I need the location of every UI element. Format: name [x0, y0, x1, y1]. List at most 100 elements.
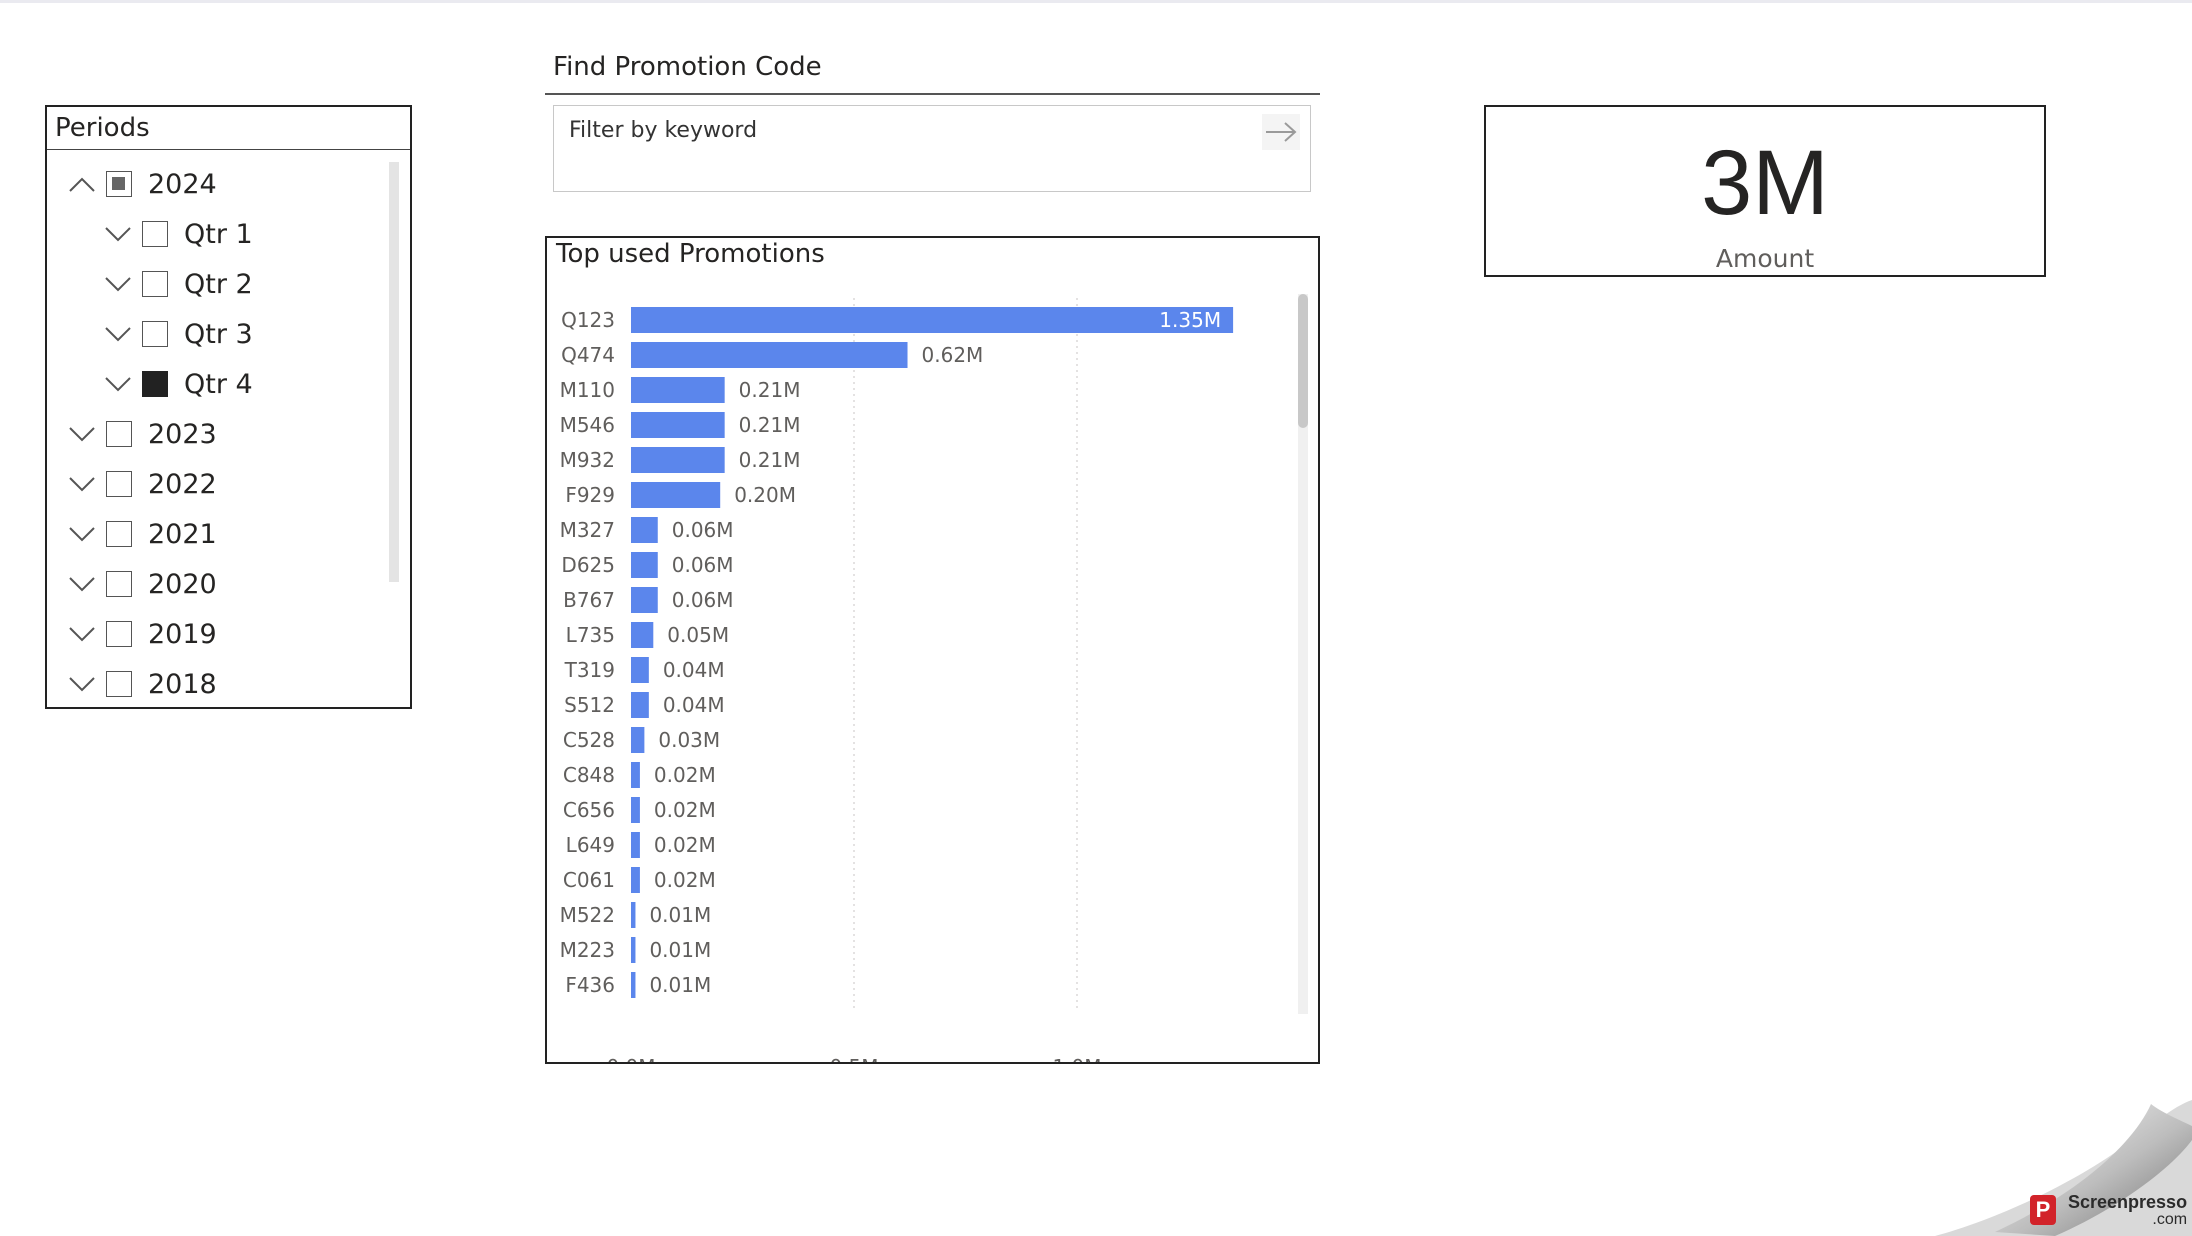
bar-q123[interactable] — [631, 307, 1234, 333]
bar-m327[interactable] — [631, 517, 658, 543]
y-category-label: Q123 — [561, 308, 615, 332]
bar-c061[interactable] — [631, 867, 640, 893]
bar-c528[interactable] — [631, 727, 645, 753]
data-label: 0.02M — [654, 763, 716, 787]
slicer-item-qtr-2[interactable]: Qtr 2 — [102, 259, 253, 309]
slicer-item-label: 2019 — [148, 618, 217, 650]
slicer-item-2018[interactable]: 2018 — [66, 659, 217, 709]
chevron-down-icon[interactable] — [66, 469, 98, 499]
bar-l735[interactable] — [631, 622, 654, 648]
watermark-text: Screenpresso .com — [2068, 1193, 2187, 1229]
bar-m546[interactable] — [631, 412, 725, 438]
chart-title: Top used Promotions — [556, 239, 825, 269]
bar-m110[interactable] — [631, 377, 725, 403]
search-input[interactable]: Filter by keyword — [553, 105, 1311, 192]
slicer-checkbox[interactable] — [106, 571, 132, 597]
amount-card: 3M Amount — [1484, 105, 2046, 277]
slicer-item-qtr-3[interactable]: Qtr 3 — [102, 309, 253, 359]
card-label: Amount — [1715, 244, 1815, 273]
bar-s512[interactable] — [631, 692, 649, 718]
bar-c656[interactable] — [631, 797, 640, 823]
slicer-checkbox[interactable] — [106, 471, 132, 497]
data-label: 0.02M — [654, 833, 716, 857]
chart-scrollbar-thumb[interactable] — [1298, 294, 1308, 428]
slicer-item-label: 2022 — [148, 468, 217, 500]
slicer-title: Periods — [55, 113, 150, 143]
chevron-down-icon[interactable] — [66, 619, 98, 649]
chevron-down-icon[interactable] — [102, 269, 134, 299]
slicer-item-qtr-1[interactable]: Qtr 1 — [102, 209, 253, 259]
bar-m522[interactable] — [631, 902, 636, 928]
slicer-scrollbar[interactable] — [389, 162, 399, 582]
search-title-underline — [545, 93, 1320, 95]
slicer-item-label: 2024 — [148, 168, 217, 200]
y-category-label: F436 — [565, 973, 615, 997]
top-promotions-chart: 0.0M 0.5M 1.0M Q123 1.35M Q474 0.62M M110 0.21M M… — [545, 236, 1320, 1064]
slicer-checkbox[interactable] — [106, 171, 132, 197]
data-label: 0.06M — [672, 553, 734, 577]
slicer-item-2019[interactable]: 2019 — [66, 609, 217, 659]
data-label: 0.02M — [654, 868, 716, 892]
data-label: 0.03M — [658, 728, 720, 752]
y-category-label: C061 — [563, 868, 615, 892]
data-label: 0.21M — [739, 448, 801, 472]
card-value: 3M — [1701, 132, 1829, 234]
slicer-checkbox[interactable] — [106, 621, 132, 647]
data-label: 0.21M — [739, 413, 801, 437]
slicer-item-2022[interactable]: 2022 — [66, 459, 217, 509]
data-label: 0.62M — [922, 343, 984, 367]
slicer-checkbox[interactable] — [142, 221, 168, 247]
slicer-item-2021[interactable]: 2021 — [66, 509, 217, 559]
watermark-brand: Screenpresso — [2068, 1192, 2188, 1212]
chevron-down-icon[interactable] — [102, 319, 134, 349]
y-category-label: B767 — [563, 588, 615, 612]
slicer-header: Periods — [47, 107, 410, 150]
y-category-label: M522 — [560, 903, 615, 927]
y-category-label: L735 — [566, 623, 615, 647]
slicer-checkbox[interactable] — [106, 421, 132, 447]
chevron-down-icon[interactable] — [66, 519, 98, 549]
search-submit-button[interactable] — [1262, 114, 1300, 150]
bar-l649[interactable] — [631, 832, 640, 858]
data-label: 0.01M — [649, 903, 711, 927]
screenpresso-logo-icon: P — [2030, 1195, 2056, 1225]
bar-m932[interactable] — [631, 447, 725, 473]
bar-f436[interactable] — [631, 972, 636, 998]
data-label: 0.21M — [739, 378, 801, 402]
slicer-checkbox[interactable] — [142, 271, 168, 297]
page-curl-watermark — [1935, 1100, 2192, 1236]
data-label: 0.04M — [663, 658, 725, 682]
chevron-down-icon[interactable] — [66, 569, 98, 599]
chevron-down-icon[interactable] — [66, 669, 98, 699]
bar-t319[interactable] — [631, 657, 649, 683]
slicer-item-2020[interactable]: 2020 — [66, 559, 217, 609]
search-placeholder: Filter by keyword — [569, 118, 758, 143]
bar-c848[interactable] — [631, 762, 640, 788]
data-label: 0.02M — [654, 798, 716, 822]
slicer-item-qtr-4[interactable]: Qtr 4 — [102, 359, 253, 409]
bar-d625[interactable] — [631, 552, 658, 578]
bar-b767[interactable] — [631, 587, 658, 613]
y-category-label: M223 — [560, 938, 615, 962]
bar-m223[interactable] — [631, 937, 636, 963]
data-label: 0.05M — [667, 623, 729, 647]
bar-f929[interactable] — [631, 482, 721, 508]
data-label: 1.35M — [1159, 308, 1221, 332]
slicer-checkbox[interactable] — [142, 371, 168, 397]
slicer-item-2024[interactable]: 2024 — [66, 159, 217, 209]
chevron-down-icon[interactable] — [102, 369, 134, 399]
bar-q474[interactable] — [631, 342, 908, 368]
slicer-checkbox[interactable] — [106, 671, 132, 697]
slicer-item-label: 2018 — [148, 668, 217, 700]
data-label: 0.20M — [734, 483, 796, 507]
chevron-down-icon[interactable] — [66, 419, 98, 449]
data-label: 0.04M — [663, 693, 725, 717]
chevron-down-icon[interactable] — [102, 219, 134, 249]
slicer-item-label: 2021 — [148, 518, 217, 550]
slicer-checkbox[interactable] — [142, 321, 168, 347]
chart-scrollbar-track[interactable] — [1298, 294, 1308, 1014]
chevron-up-icon[interactable] — [66, 169, 98, 199]
slicer-checkbox[interactable] — [106, 521, 132, 547]
slicer-item-2023[interactable]: 2023 — [66, 409, 217, 459]
x-tick-label: 1.0M — [1052, 1055, 1101, 1062]
